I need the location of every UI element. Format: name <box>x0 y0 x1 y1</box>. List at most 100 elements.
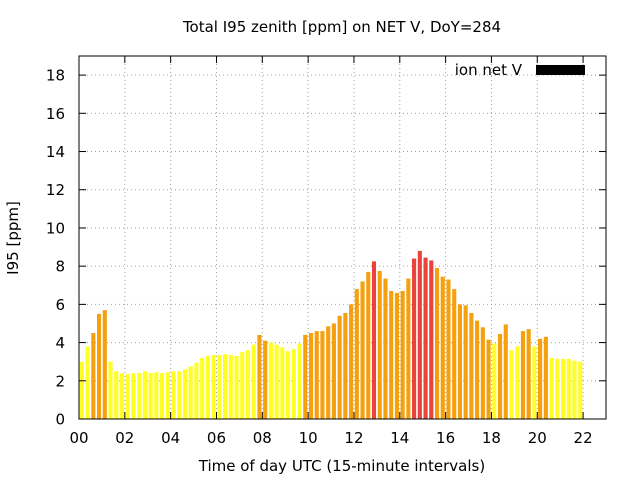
bar <box>417 250 422 419</box>
bar <box>526 329 531 419</box>
bar <box>263 340 268 419</box>
bar <box>91 333 96 419</box>
bar <box>463 305 468 419</box>
bars <box>79 250 583 419</box>
x-tick-label: 02 <box>115 429 134 447</box>
y-tick-label: 10 <box>46 219 65 237</box>
bar <box>509 350 514 419</box>
x-tick-label: 14 <box>390 429 409 447</box>
y-tick-label: 0 <box>55 411 65 429</box>
bar <box>268 342 273 419</box>
x-tick-label: 06 <box>207 429 226 447</box>
bar <box>165 372 170 419</box>
bar <box>343 312 348 419</box>
bar <box>79 361 84 419</box>
bar <box>497 333 503 419</box>
x-tick-label: 18 <box>482 429 501 447</box>
bar <box>429 260 434 419</box>
bar <box>440 276 445 419</box>
x-tick-label: 08 <box>253 429 272 447</box>
bar <box>251 344 256 419</box>
bar <box>377 270 382 419</box>
bar <box>85 346 90 419</box>
bar <box>532 346 537 419</box>
x-tick-label: 22 <box>574 429 593 447</box>
y-tick-label: 8 <box>55 258 65 276</box>
bar <box>200 357 205 419</box>
legend: ion net V <box>455 61 585 79</box>
bar <box>354 289 359 419</box>
bar <box>389 290 394 419</box>
bar <box>308 333 314 419</box>
bar <box>578 361 583 419</box>
x-tick-label: 20 <box>528 429 547 447</box>
bar <box>475 320 480 419</box>
bar <box>274 344 279 419</box>
y-axis-label: I95 [ppm] <box>4 201 22 275</box>
bar <box>566 358 571 419</box>
bar <box>366 271 371 419</box>
bar <box>148 373 153 419</box>
legend-swatch <box>536 65 585 75</box>
bar <box>102 310 107 419</box>
x-tick-label: 00 <box>69 429 88 447</box>
bar <box>125 374 130 419</box>
bar <box>96 313 102 419</box>
bar <box>446 279 451 419</box>
x-tick-label: 10 <box>299 429 318 447</box>
bar <box>549 357 554 419</box>
bar <box>160 373 165 419</box>
bar <box>286 351 291 419</box>
bar <box>383 278 388 419</box>
x-tick-label: 16 <box>436 429 455 447</box>
bar <box>245 350 251 419</box>
bar <box>400 290 405 419</box>
bar <box>469 312 474 419</box>
bar <box>142 371 147 419</box>
bar <box>154 372 159 419</box>
y-tick-label: 18 <box>46 67 65 85</box>
bar <box>515 346 520 419</box>
bar <box>119 373 125 419</box>
y-tick-label: 2 <box>55 372 65 390</box>
bar <box>108 361 113 419</box>
bar <box>211 355 216 419</box>
bar <box>406 278 411 419</box>
bar <box>228 355 233 419</box>
bar <box>177 371 182 419</box>
bar <box>480 327 485 419</box>
bar <box>520 331 525 419</box>
bar <box>555 358 560 419</box>
bar <box>240 352 245 419</box>
bar <box>291 349 296 419</box>
bar <box>182 369 188 419</box>
bar <box>314 331 319 419</box>
bar <box>171 371 176 419</box>
bar <box>257 334 262 419</box>
bar <box>457 304 462 419</box>
bar <box>394 292 399 419</box>
bar <box>538 338 543 419</box>
x-axis-label: Time of day UTC (15-minute intervals) <box>198 457 485 475</box>
y-tick-label: 16 <box>46 105 65 123</box>
plot-frame <box>78 55 607 420</box>
bar <box>297 343 302 419</box>
bar <box>452 289 457 419</box>
bar <box>349 304 354 419</box>
y-tick-label: 12 <box>46 181 65 199</box>
bar <box>412 258 417 419</box>
bar <box>492 343 497 419</box>
bar <box>337 315 342 419</box>
bar <box>137 373 142 419</box>
x-tick-label: 12 <box>344 429 363 447</box>
bar <box>331 323 336 419</box>
bar <box>205 355 210 419</box>
bar <box>486 339 491 419</box>
y-tick-label: 4 <box>55 334 65 352</box>
bar <box>326 326 331 419</box>
bar <box>303 334 308 419</box>
bar <box>280 347 285 419</box>
x-tick-label: 04 <box>161 429 180 447</box>
